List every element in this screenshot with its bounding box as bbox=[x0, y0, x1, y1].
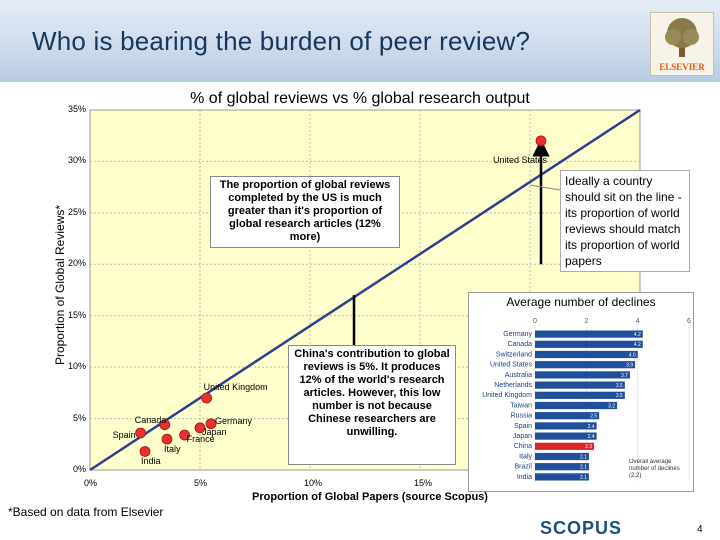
inset-axis-tick: 0 bbox=[533, 318, 537, 325]
y-tick: 0% bbox=[72, 464, 86, 474]
inset-bar-label: 2.5 bbox=[590, 414, 597, 420]
inset-category-label: Italy bbox=[519, 453, 532, 460]
point-label: United Kingdom bbox=[203, 382, 268, 392]
inset-bar bbox=[535, 442, 595, 450]
inset-axis-tick: 2 bbox=[584, 318, 588, 325]
inset-bar-label: 4.2 bbox=[634, 332, 641, 338]
reference-line bbox=[89, 108, 641, 472]
x-tick: 15% bbox=[414, 478, 433, 488]
inset-bar-label: 3.2 bbox=[608, 403, 615, 409]
inset-bar-label: 2.1 bbox=[580, 475, 587, 481]
inset-bar-label: 2.1 bbox=[580, 465, 587, 471]
data-point bbox=[194, 422, 206, 434]
inset-bar bbox=[535, 422, 597, 430]
inset-category-label: Australia bbox=[505, 372, 532, 379]
inset-title: Average number of declines bbox=[506, 295, 656, 309]
inset-bar-label: 3.9 bbox=[626, 363, 633, 369]
inset-bar bbox=[535, 412, 600, 420]
inset-category-label: Switzerland bbox=[496, 351, 532, 358]
inset-axis-tick: 6 bbox=[687, 318, 691, 325]
inset-bar bbox=[535, 463, 589, 471]
inset-category-label: Netherlands bbox=[494, 382, 532, 389]
data-point bbox=[139, 446, 151, 457]
y-tick: 30% bbox=[67, 155, 86, 166]
point-label: Italy bbox=[164, 444, 181, 455]
data-point bbox=[135, 427, 147, 439]
x-tick: 0% bbox=[84, 478, 98, 488]
inset-category-label: Canada bbox=[507, 341, 532, 348]
page-number: 4 bbox=[697, 524, 703, 535]
point-label: Japan bbox=[202, 426, 227, 437]
inset-category-label: Taiwan bbox=[510, 402, 532, 409]
tree-icon bbox=[665, 18, 699, 57]
inset-category-label: India bbox=[517, 474, 532, 481]
declines-bar-chart: 0 2 4 6 Germany 4.2 Canada 4.2 Switzerland 4.0 Uni… bbox=[482, 318, 691, 482]
inset-category-label: United States bbox=[490, 362, 533, 369]
declines-inset: Average number of declines 0 2 4 6 Germany 4.… bbox=[468, 292, 694, 492]
inset-note-box: Overall average number of declines (2.2) bbox=[629, 459, 680, 479]
china-callout: China's contribution to global reviews i… bbox=[288, 345, 456, 465]
data-point bbox=[161, 433, 173, 445]
inset-axis-tick: 4 bbox=[636, 318, 640, 325]
inset-note: Overall average number of declines (2.2) bbox=[629, 459, 680, 479]
footnote: *Based on data from Elsevier bbox=[8, 505, 164, 519]
y-tick: 20% bbox=[67, 258, 86, 269]
data-point bbox=[179, 429, 191, 441]
point-label: Spain bbox=[112, 429, 136, 440]
chart-title: % of global reviews vs % global research… bbox=[190, 90, 530, 107]
elsevier-logo: ELSEVIER bbox=[650, 12, 714, 76]
x-axis-label: Proportion of Global Papers (source Scop… bbox=[252, 491, 488, 503]
inset-bar bbox=[535, 432, 597, 440]
inset-category-label: Germany bbox=[503, 331, 532, 338]
scopus-logo: SCOPUS bbox=[540, 518, 623, 538]
inset-bar-label: 3.5 bbox=[616, 393, 623, 399]
inset-bar-label: 3.5 bbox=[616, 383, 623, 389]
header-band: Who is bearing the burden of peer review… bbox=[0, 0, 720, 82]
inset-bar bbox=[535, 401, 618, 410]
inset-category-label: Russia bbox=[511, 413, 533, 420]
inset-bar bbox=[535, 371, 630, 379]
data-point bbox=[205, 418, 217, 430]
inset-category-label: Brazil bbox=[514, 464, 532, 471]
data-point bbox=[159, 419, 171, 431]
inset-bar bbox=[535, 452, 589, 461]
us-callout: The proportion of global reviews complet… bbox=[210, 176, 400, 248]
inset-bar bbox=[535, 330, 643, 338]
inset-bar-label: 3.7 bbox=[621, 373, 628, 379]
inset-bar bbox=[535, 350, 638, 359]
logo-text: ELSEVIER bbox=[659, 62, 705, 72]
point-label: Canada bbox=[134, 414, 167, 425]
inset-category-label: United Kingdom bbox=[482, 392, 532, 399]
ideal-connector bbox=[529, 184, 561, 191]
y-tick: 25% bbox=[67, 206, 86, 217]
inset-bar-label: 2.4 bbox=[588, 424, 595, 430]
inset-category-label: Spain bbox=[514, 423, 532, 430]
point-label: United States bbox=[493, 154, 548, 165]
data-point bbox=[201, 392, 213, 404]
data-point bbox=[535, 135, 547, 147]
y-tick: 10% bbox=[67, 361, 86, 372]
x-tick: 5% bbox=[194, 478, 208, 488]
inset-bar-label: 2.4 bbox=[588, 434, 595, 440]
inset-bar bbox=[535, 381, 625, 389]
x-tick: 10% bbox=[304, 478, 323, 488]
point-label: Germany bbox=[215, 415, 253, 426]
inset-bar bbox=[535, 473, 589, 481]
point-label: France bbox=[186, 434, 215, 445]
inset-category-label: China bbox=[514, 443, 532, 450]
inset-category-label: Japan bbox=[513, 433, 532, 440]
slide-title: Who is bearing the burden of peer review… bbox=[32, 26, 531, 56]
y-tick: 15% bbox=[67, 309, 86, 320]
inset-bar-label: 2.3 bbox=[585, 444, 592, 450]
ideal-callout: Ideally a country should sit on the line… bbox=[560, 170, 690, 272]
y-tick: 5% bbox=[72, 412, 86, 423]
inset-bar bbox=[535, 361, 636, 369]
point-label: India bbox=[141, 456, 161, 467]
y-tick: 35% bbox=[67, 104, 86, 114]
inset-bar-label: 2.1 bbox=[580, 454, 587, 460]
inset-bar bbox=[535, 340, 643, 348]
inset-bar bbox=[535, 391, 625, 399]
inset-bar-label: 4.2 bbox=[634, 342, 641, 348]
inset-bar-label: 4.0 bbox=[629, 352, 636, 358]
